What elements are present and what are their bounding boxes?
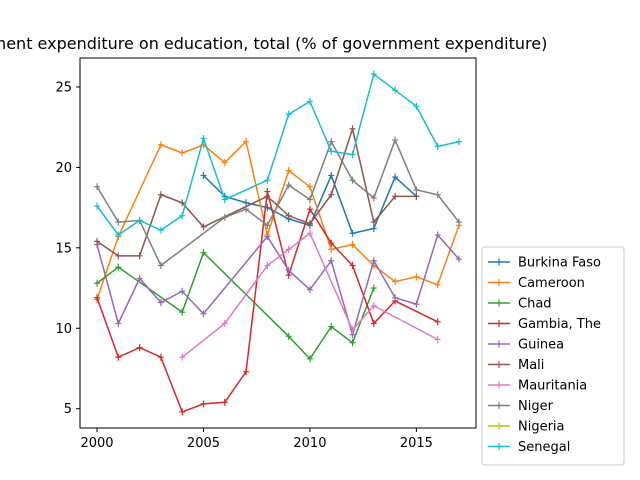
legend-item-chad: Chad bbox=[488, 297, 552, 312]
legend-label-mauritania: Mauritania bbox=[518, 379, 587, 394]
axis-layer: 2000 2005 2010 2015 5 10 15 20 25 bbox=[55, 80, 432, 451]
legend-item-mauritania: Mauritania bbox=[488, 379, 587, 394]
legend-label-gambia-the: Gambia, The bbox=[518, 317, 601, 332]
series-line-niger bbox=[96, 138, 460, 267]
legend-item-mali: Mali bbox=[488, 358, 544, 373]
plot-area-frame bbox=[79, 57, 477, 429]
legend-label-chad: Chad bbox=[518, 297, 552, 312]
y-tick-label: 15 bbox=[55, 241, 72, 256]
series-line-guinea bbox=[96, 233, 460, 338]
legend-item-niger: Niger bbox=[488, 399, 554, 414]
legend-label-mali: Mali bbox=[518, 358, 544, 373]
x-tick-label: 2015 bbox=[400, 436, 433, 451]
series-line-gambia-the bbox=[96, 191, 439, 413]
legend-item-cameroon: Cameroon bbox=[488, 276, 585, 291]
legend-label-senegal: Senegal bbox=[518, 440, 570, 455]
series-chad bbox=[94, 249, 377, 363]
y-tick-label: 20 bbox=[55, 161, 72, 176]
x-tick-label: 2005 bbox=[187, 436, 220, 451]
legend-label-guinea: Guinea bbox=[518, 338, 564, 353]
series-line-mauritania bbox=[181, 232, 439, 358]
y-tick-label: 25 bbox=[55, 80, 72, 95]
legend-item-nigeria: Nigeria bbox=[488, 420, 565, 435]
legend: Burkina Faso Cameroon Chad Gambia, The Guine… bbox=[481, 246, 625, 466]
legend-label-niger: Niger bbox=[518, 399, 554, 414]
series-senegal bbox=[94, 70, 462, 239]
chart-title: Government expenditure on education, tot… bbox=[0, 34, 547, 53]
legend-item-burkina-faso: Burkina Faso bbox=[488, 256, 601, 271]
legend-item-gambia-the: Gambia, The bbox=[488, 317, 601, 332]
series-mauritania bbox=[179, 229, 441, 361]
legend-label-cameroon: Cameroon bbox=[518, 276, 585, 291]
y-tick-label: 10 bbox=[55, 322, 72, 337]
series-layer bbox=[94, 70, 462, 416]
series-guinea bbox=[94, 231, 462, 339]
legend-label-burkina-faso: Burkina Faso bbox=[518, 256, 601, 271]
x-tick-label: 2000 bbox=[80, 436, 113, 451]
legend-item-senegal: Senegal bbox=[488, 440, 570, 455]
x-tick-label: 2010 bbox=[293, 436, 326, 451]
legend-box bbox=[481, 246, 625, 466]
legend-label-nigeria: Nigeria bbox=[518, 420, 565, 435]
legend-item-guinea: Guinea bbox=[488, 338, 564, 353]
y-tick-label: 5 bbox=[64, 402, 72, 417]
